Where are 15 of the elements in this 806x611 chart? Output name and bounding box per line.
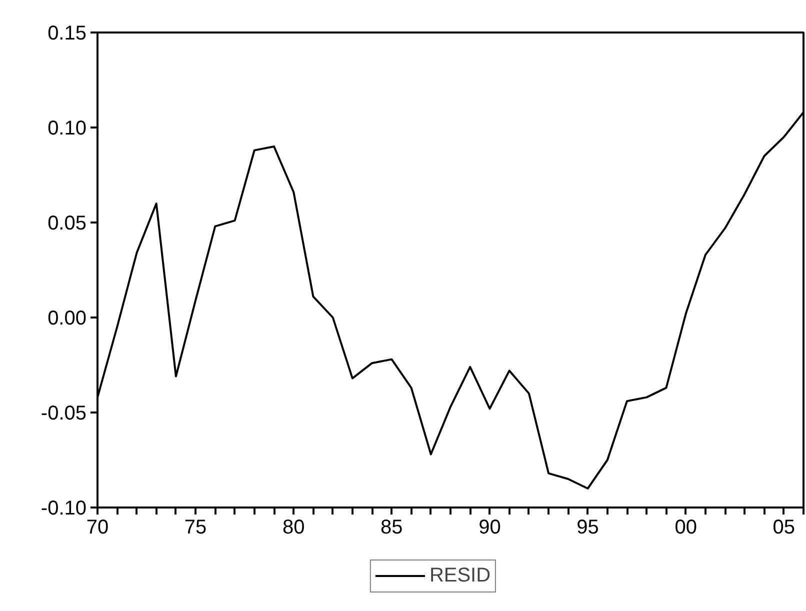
legend-label: RESID bbox=[429, 564, 491, 588]
y-tick-label: 0.10 bbox=[48, 118, 87, 140]
x-tick-label: 75 bbox=[184, 516, 207, 538]
x-tick-label: 80 bbox=[282, 516, 305, 538]
x-tick-label: 90 bbox=[478, 516, 501, 538]
y-tick-label: 0.15 bbox=[48, 22, 87, 44]
x-tick-label: 05 bbox=[772, 516, 796, 538]
x-tick-label: 00 bbox=[674, 516, 697, 538]
y-tick-label: 0.05 bbox=[48, 212, 87, 234]
x-tick-label: 95 bbox=[576, 516, 599, 538]
y-tick-label: -0.10 bbox=[40, 498, 87, 520]
x-tick-label: 70 bbox=[86, 516, 109, 538]
x-tick-label: 85 bbox=[380, 516, 403, 538]
y-tick-label: 0.00 bbox=[48, 308, 87, 330]
y-tick-label: -0.05 bbox=[40, 402, 87, 424]
